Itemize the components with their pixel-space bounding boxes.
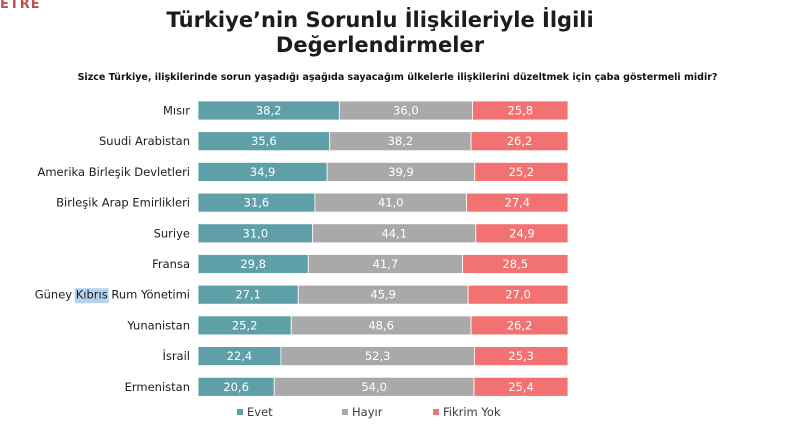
category-label: Suudi Arabistan <box>99 134 190 148</box>
data-label: 24,9 <box>509 226 535 240</box>
data-label: 20,6 <box>223 380 249 394</box>
bar-segment <box>466 192 569 213</box>
data-label: 48,6 <box>368 318 394 332</box>
category-label: Mısır <box>163 104 190 118</box>
bar-segment <box>473 376 569 397</box>
data-label: 35,6 <box>251 134 277 148</box>
data-label: 31,0 <box>243 226 269 240</box>
data-label: 39,9 <box>388 165 414 179</box>
category-label: Güney Kıbrıs Rum Yönetimi <box>35 288 190 302</box>
survey-question: Sizce Türkiye, ilişkilerinde sorun yaşad… <box>77 72 718 83</box>
bar-segment <box>470 131 569 152</box>
data-label: 25,2 <box>509 165 535 179</box>
legend-swatch <box>342 409 348 415</box>
data-label: 38,2 <box>388 134 414 148</box>
data-label: 25,4 <box>508 380 534 394</box>
legend-swatch <box>433 409 439 415</box>
data-label: 27,0 <box>505 288 531 302</box>
legend-swatch <box>237 409 243 415</box>
chart-title-line2: Değerlendirmeler <box>275 33 485 57</box>
data-label: 26,2 <box>507 318 533 332</box>
bar-segment <box>470 315 569 336</box>
data-label: 45,9 <box>370 288 396 302</box>
data-label: 25,8 <box>507 104 533 118</box>
data-label: 44,1 <box>381 226 407 240</box>
data-label: 25,3 <box>508 349 534 363</box>
legend-label: Fikrim Yok <box>443 405 501 419</box>
data-label: 41,0 <box>378 196 404 210</box>
bar-segment <box>472 100 569 121</box>
bar-segment <box>462 254 569 274</box>
category-label: Birleşik Arap Emirlikleri <box>56 196 190 210</box>
data-label: 52,3 <box>365 349 391 363</box>
data-label: 41,7 <box>373 257 399 271</box>
data-label: 54,0 <box>361 380 387 394</box>
data-label: 31,6 <box>244 196 270 210</box>
category-label: Ermenistan <box>125 380 190 394</box>
logo: ETRE <box>0 0 41 12</box>
category-label: Fransa <box>152 257 190 271</box>
category-label: Yunanistan <box>126 318 190 332</box>
data-label: 27,4 <box>505 196 531 210</box>
data-label: 34,9 <box>250 165 276 179</box>
legend-label: Hayır <box>352 405 383 419</box>
legend-label: Evet <box>247 405 273 419</box>
bar-segment <box>474 161 569 182</box>
data-label: 38,2 <box>256 104 282 118</box>
data-label: 28,5 <box>502 257 528 271</box>
category-label: Amerika Birleşik Devletleri <box>37 165 190 179</box>
category-label: İsrail <box>162 348 190 363</box>
data-label: 22,4 <box>227 349 253 363</box>
category-label: Suriye <box>154 226 190 240</box>
chart-title: Türkiye’nin Sorunlu İlişkileriyle İlgili… <box>100 8 660 58</box>
bar-segment <box>467 284 569 305</box>
bar-segment <box>473 346 569 367</box>
data-label: 27,1 <box>235 288 261 302</box>
chart-title-line1: Türkiye’nin Sorunlu İlişkileriyle İlgili <box>166 8 594 32</box>
text-highlight <box>74 288 109 304</box>
data-label: 25,2 <box>232 318 258 332</box>
bar-segment <box>475 223 569 244</box>
data-label: 29,8 <box>240 257 266 271</box>
data-label: 36,0 <box>393 104 419 118</box>
data-label: 26,2 <box>507 134 533 148</box>
